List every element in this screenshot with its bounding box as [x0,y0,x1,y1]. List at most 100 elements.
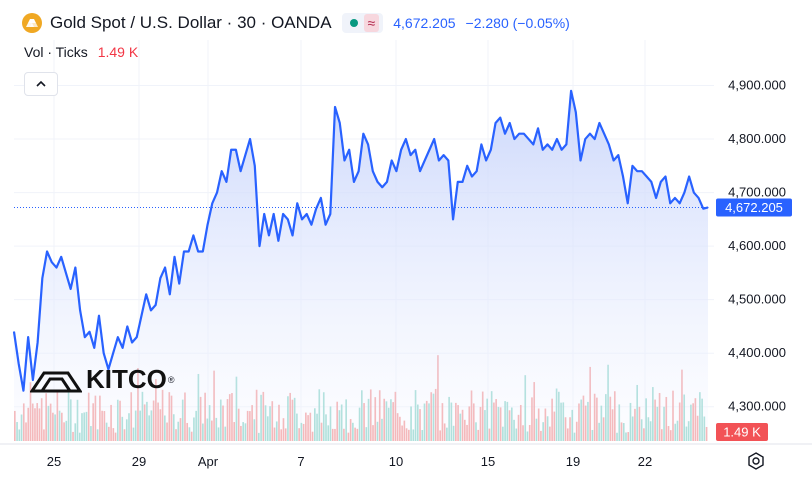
price-point [140,315,143,317]
volume-last-label: 1.49 K [723,425,761,440]
price-point [88,331,91,333]
price-point [646,175,648,178]
x-tick-label: Apr [198,454,219,469]
price-point [27,336,29,338]
price-point [669,202,671,204]
price-point [183,250,185,253]
price-point [150,309,152,311]
price-point [178,283,180,285]
chevron-up-icon [36,80,46,87]
y-tick-label: 4,300.000 [728,399,786,414]
price-point [636,170,638,172]
price-point [457,181,459,183]
price-series [12,89,709,392]
price-point [188,250,190,253]
kitco-registered-mark: ® [167,374,175,385]
chart-settings-button[interactable] [744,449,768,473]
price-point [173,256,176,258]
price-point [443,154,445,156]
volume-legend[interactable]: Vol · Ticks 1.49 K [24,44,138,60]
price-point [617,154,619,156]
price-point [306,213,308,215]
price-point [131,341,133,344]
volume-legend-value: 1.49 K [97,44,139,60]
price-point [310,224,313,226]
axis-labels: 4,672.205 1.49 K [716,198,792,441]
price-point [485,159,487,162]
price-point [480,143,482,145]
price-point [277,240,279,242]
price-point [395,170,398,172]
price-point [348,149,350,151]
chart-header: Gold Spot / U.S. Dollar · 30 · OANDA ≈ 4… [22,12,570,34]
price-point [13,331,15,333]
price-point [254,165,256,167]
price-point [353,181,355,183]
price-point [197,250,199,253]
y-tick-label: 4,400.000 [728,345,786,360]
price-point [202,250,204,253]
price-point [683,191,685,194]
market-status-pill[interactable]: ≈ [341,13,384,33]
price-point [32,379,34,381]
kitco-brand: KITCO [86,364,167,394]
price-point [221,170,223,172]
price-point [126,325,128,328]
last-price-label: 4,672.205 [725,200,783,215]
price-point [362,133,364,135]
price-point [537,127,539,129]
price-point [466,165,468,167]
price-point [386,181,388,183]
price-point [603,133,605,135]
price-point [41,277,43,279]
price-point [400,149,402,151]
price-point [263,213,265,215]
price-point [155,304,157,306]
price-point [405,138,407,140]
price-point [556,138,558,140]
price-point [37,341,39,344]
price-point [561,149,563,151]
price-point [84,336,86,338]
market-open-dot [349,19,358,27]
price-point [391,159,393,162]
kitco-watermark: KITCO ® [30,364,175,395]
price-line [12,89,709,392]
price-point [367,143,369,145]
collapse-legend-button[interactable] [24,72,58,96]
price-change: −2.280 (−0.05%) [465,15,570,31]
x-tick-label: 10 [389,454,403,469]
price-point [235,149,237,151]
price-point [230,149,232,151]
price-point [291,234,294,237]
price-point [320,197,322,199]
price-point [641,170,643,172]
volume-legend-label: Vol · Ticks [24,44,88,60]
symbol-title[interactable]: Gold Spot / U.S. Dollar · 30 · OANDA [50,13,332,32]
y-axis: 4,300.000 4,400.000 4,500.000 4,600.000 4,70… [728,78,786,414]
price-point [192,234,194,237]
price-point [169,293,171,295]
price-point [206,224,209,226]
price-point [579,159,582,162]
price-point [447,159,449,162]
price-point [334,106,336,108]
price-point [452,218,454,220]
price-point [225,181,228,183]
price-point [376,181,379,183]
price-point [329,213,331,215]
price-point [570,90,572,92]
price-point [60,256,62,258]
price-point [145,293,147,295]
price-point [249,138,251,140]
price-point [296,202,298,204]
price-point [598,122,601,124]
price-point [461,181,464,183]
price-point [287,218,289,220]
price-point [584,138,586,140]
x-tick-label: 22 [638,454,652,469]
price-point [121,347,124,349]
price-point [631,165,634,167]
volume-label-bg [716,423,768,441]
